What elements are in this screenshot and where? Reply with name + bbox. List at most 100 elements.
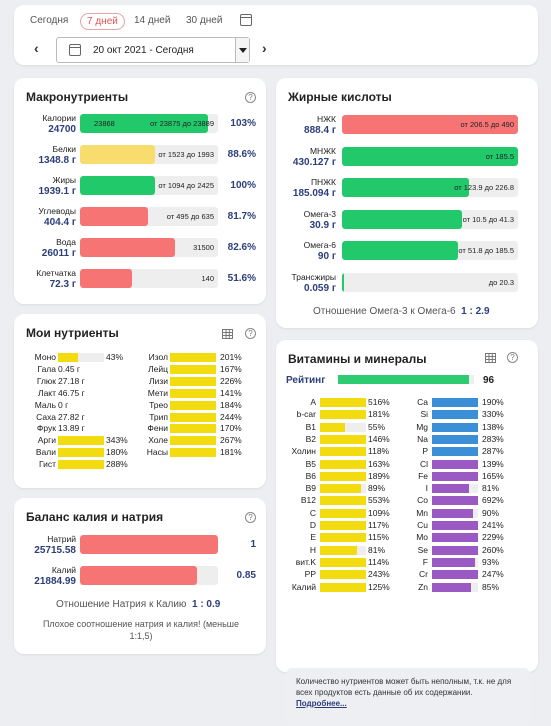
macro-label: Белки 1348.8 г [18,144,76,166]
nutrient-name: Калории [42,113,76,123]
macro-label: Клетчатка 72.3 г [18,268,76,290]
mineral-name: Mn [416,507,428,518]
vitamin-row: A 516% [276,397,404,408]
fatty-acid-label: ПНЖК 185.094 г [278,177,336,199]
more-link[interactable]: Подробнее... [296,699,347,708]
vitamin-bar [320,545,366,555]
help-icon[interactable]: ? [245,328,256,339]
mineral-name: Cl [419,458,428,469]
nutrient-name: Арги [37,435,56,446]
mineral-label: Калий 21884.99 [16,565,76,587]
chevron-left-icon[interactable]: ‹ [34,40,39,56]
tab-14-days[interactable]: 14 дней [134,15,171,26]
vitamin-value: 55% [368,421,386,432]
card-title: Макронутриенты [26,90,129,104]
nutrient-bar-fill [58,436,104,446]
omega-ratio-label: Отношение Омега-3 к Омега-6 [313,306,456,317]
mineral-row: F 93% [402,557,534,568]
card-title: Жирные кислоты [288,90,392,104]
mineral-bar-fill [432,410,478,420]
vitamin-value: 243% [368,569,390,580]
mineral-value: 241% [482,520,504,530]
mineral-value: 287% [482,446,504,457]
vitamin-value: 146% [368,433,390,444]
nutrient-row: Арги 343% [14,435,144,446]
nutrient-row: Мети 141% [134,388,264,399]
mineral-label: Натрий 25715.58 [16,534,76,556]
vitamin-value: 516% [368,397,390,407]
mineral-value: 85% [482,581,500,592]
mineral-name: Mo [416,532,428,543]
nutrient-bar [58,353,104,362]
bar-range: от 206.5 до 490 [460,120,514,129]
fatty-acid-label: НЖК 888.4 г [278,114,336,136]
nutrient-bar [58,460,104,470]
mineral-bar-fill [80,566,198,585]
mineral-name: I [425,483,428,494]
fatty-acid-bar-fill [342,178,469,197]
mineral-row: Se 260% [402,545,534,556]
mineral-bar [432,471,478,481]
mineral-name: Натрий [47,534,76,544]
nutrient-row: Лизи 226% [134,376,264,387]
fatty-acid-name: НЖК [317,114,336,124]
macro-bar-fill [80,145,155,164]
fatty-acid-value: 0.059 г [304,282,336,294]
table-icon[interactable] [222,329,233,339]
chevron-right-icon[interactable]: › [262,40,267,56]
vitamin-bar [320,557,366,567]
mineral-bar-fill [432,398,478,407]
macro-bar: 23868 от 23875 до 23889 [80,114,218,133]
mineral-row: Mo 229% [402,532,534,543]
vitamin-name: H [309,544,316,555]
nutrient-value: 26011 г [41,248,76,259]
nutrient-value: 181% [220,447,242,458]
mineral-ratio-number: 0.85 [236,570,256,581]
nutrient-bar-fill [58,353,78,362]
calendar-icon[interactable] [240,14,252,26]
tab-30-days[interactable]: 30 дней [186,15,223,26]
vitamin-name: вит.K [295,556,316,567]
nutrient-row: Гист 288% [14,459,144,470]
macro-bar: 140 [80,269,218,288]
nutrient-value: 226% [220,375,242,386]
vitamin-bar-fill [320,447,366,457]
macro-label: Углеводы 404.4 г [18,206,76,228]
tab-today[interactable]: Сегодня [30,15,69,26]
vitamin-bar-fill [320,410,366,420]
nutrient-name: Клетчатка [36,268,76,278]
vitamin-bar [320,484,366,494]
bar-range: от 1094 до 2425 [158,181,214,190]
vitamin-value: 553% [368,495,390,506]
mineral-value: 247% [482,569,504,580]
mineral-bar-fill [432,471,478,481]
mineral-name: Na [417,433,428,444]
nutrient-row: Вали 180% [14,447,144,458]
mineral-value: 81% [482,483,500,494]
help-icon[interactable]: ? [245,92,256,103]
vitamin-bar-fill [320,533,366,543]
mineral-bar [432,533,478,543]
vitamin-name: B9 [305,483,316,494]
bar-range: от 185.5 [485,151,514,161]
chevron-down-icon[interactable] [235,38,249,62]
macronutrients-card: Макронутриенты ? Калории 24700 23868 от 238… [14,78,266,304]
vitamin-value: 114% [368,556,390,567]
nutrient-name: Трип [149,411,168,422]
help-icon[interactable]: ? [245,512,256,523]
nutrient-value: 13.89 г [58,423,85,434]
vitamin-bar-fill [320,459,366,469]
fatty-acid-bar: от 10.5 до 41.3 [342,209,518,229]
rating-bar [338,375,474,384]
tab-7-days[interactable]: 7 дней [80,13,125,30]
fatty-acid-bar-fill [342,272,344,292]
mineral-bar-fill [432,533,478,543]
nutrient-row: Фени 170% [134,423,264,434]
vitamin-value: 163% [368,458,390,469]
date-range-select[interactable]: 20 окт 2021 - Сегодня [56,37,250,63]
help-icon[interactable]: ? [507,352,518,363]
table-icon[interactable] [485,353,496,363]
vitamin-bar [320,459,366,469]
vitamin-row: C 109% [276,508,404,519]
mineral-bar-fill [432,508,474,518]
